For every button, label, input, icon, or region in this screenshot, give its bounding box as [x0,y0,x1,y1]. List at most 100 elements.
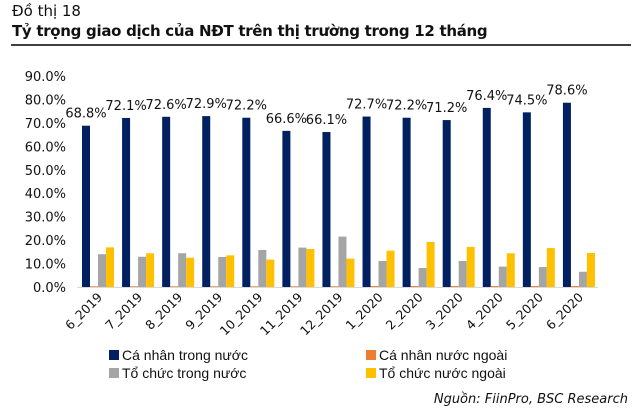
bar-6_2020-series-2 [578,271,587,287]
bar-11_2019-series-1 [290,286,299,287]
data-label: 66.1% [306,113,347,128]
legend-item-to-chuc-nuoc-ngoai: Tổ chức nước ngoài [366,365,506,381]
bar-12_2019-series-1 [330,286,339,287]
bar-1_2020-series-3 [386,250,395,287]
data-label: 72.1% [105,99,146,114]
bar-4_2020-series-0 [482,107,491,287]
bar-12_2019-series-3 [346,258,355,287]
data-label: 72.9% [186,97,227,112]
bar-7_2019-series-1 [130,286,139,287]
bar-10_2019-series-0 [242,117,251,287]
legend-swatch [366,350,376,360]
legend-swatch [366,368,376,378]
bar-6_2019-series-3 [106,247,114,287]
data-label: 76.4% [466,89,507,104]
bar-1_2020-series-1 [370,286,379,287]
data-label: 72.2% [226,99,267,114]
bar-3_2020-series-1 [450,286,459,287]
bar-4_2020-series-1 [490,286,499,287]
data-label: 72.2% [386,99,427,114]
x-tick-label: 11_2019 [257,289,306,338]
data-label: 72.6% [145,98,186,113]
bar-12_2019-series-0 [322,132,331,287]
y-tick-label: 0.0% [33,281,66,296]
bars [82,102,595,288]
bar-6_2019-series-1 [90,286,98,287]
bar-2_2020-series-2 [418,268,427,287]
bar-7_2019-series-0 [122,117,131,288]
x-tick-label: 3_2020 [423,289,466,332]
bar-2_2020-series-3 [426,241,435,287]
x-tick-label: 4_2020 [463,289,506,332]
bar-6_2019-series-0 [82,125,90,287]
x-tick-label: 5_2020 [503,289,546,332]
bar-5_2020-series-1 [530,286,539,287]
bar-6_2019-series-2 [98,254,106,287]
x-tick-label: 12_2019 [297,289,346,338]
x-tick-label: 2_2020 [383,289,426,332]
bar-7_2019-series-3 [146,253,155,287]
x-axis: 6_20197_20198_20199_201910_201911_201912… [62,289,586,338]
bar-12_2019-series-2 [338,236,347,287]
bar-8_2019-series-2 [178,253,187,287]
legend-label: Cá nhân trong nước [122,347,248,363]
data-label: 68.8% [65,107,106,122]
bar-9_2019-series-2 [218,256,227,287]
bar-11_2019-series-0 [282,130,291,287]
y-tick-label: 80.0% [25,93,66,108]
bar-5_2020-series-0 [522,112,531,287]
bar-11_2019-series-3 [306,249,315,287]
y-tick-label: 20.0% [25,234,66,249]
title-underline [11,44,631,46]
x-tick-label: 7_2019 [102,289,145,332]
data-labels: 68.8%72.1%72.6%72.9%72.2%66.6%66.1%72.7%… [65,84,587,128]
y-axis: 0.0% 10.0% 20.0% 30.0% 40.0% 50.0% 60.0% 70.0% 8… [25,70,66,296]
bar-6_2020-series-1 [570,286,579,287]
bar-2_2020-series-0 [402,117,411,287]
bar-2_2020-series-1 [410,286,419,287]
bar-10_2019-series-3 [266,259,275,287]
bar-9_2019-series-3 [226,255,235,287]
bar-8_2019-series-1 [170,286,179,287]
x-tick-label: 6_2020 [543,289,586,332]
bar-4_2020-series-3 [506,253,515,287]
legend-item-ca-nhan-trong-nuoc: Cá nhân trong nước [109,347,248,363]
bar-5_2020-series-3 [546,248,555,287]
bar-3_2020-series-2 [458,260,467,287]
bar-10_2019-series-1 [250,286,259,287]
y-tick-label: 50.0% [25,164,66,179]
chart-title: Tỷ trọng giao dịch của NĐT trên thị trườ… [12,22,488,40]
bar-8_2019-series-0 [162,116,171,287]
data-label: 78.6% [546,84,587,99]
data-label: 74.5% [506,93,547,108]
legend-swatch [109,368,119,378]
bar-6_2020-series-3 [586,253,595,287]
bar-7_2019-series-2 [138,256,147,287]
legend-item-ca-nhan-nuoc-ngoai: Cá nhân nước ngoài [366,347,507,363]
y-tick-label: 60.0% [25,140,66,155]
bar-5_2020-series-2 [538,267,547,287]
legend-label: Tổ chức nước ngoài [379,365,506,381]
figure-label: Đồ thị 18 [12,2,81,20]
bar-11_2019-series-2 [298,247,307,287]
y-tick-label: 40.0% [25,187,66,202]
legend-label: Cá nhân nước ngoài [379,347,508,363]
bar-10_2019-series-2 [258,249,267,287]
y-tick-label: 70.0% [25,117,66,132]
x-tick-label: 1_2020 [343,289,386,332]
x-tick-label: 6_2019 [62,289,105,332]
data-label: 72.7% [346,98,387,113]
legend-item-to-chuc-trong-nuoc: Tổ chức trong nước [109,365,246,381]
y-tick-label: 30.0% [25,211,66,226]
x-tick-label: 8_2019 [142,289,185,332]
legend-label: Tổ chức trong nước [122,365,247,381]
data-label: 66.6% [266,112,307,127]
x-tick-label: 10_2019 [217,289,266,338]
bar-3_2020-series-3 [466,246,475,287]
bar-1_2020-series-0 [362,116,371,287]
y-tick-label: 10.0% [25,258,66,273]
legend-swatch [109,350,119,360]
data-label: 71.2% [426,101,467,116]
y-tick-label: 90.0% [25,70,66,85]
